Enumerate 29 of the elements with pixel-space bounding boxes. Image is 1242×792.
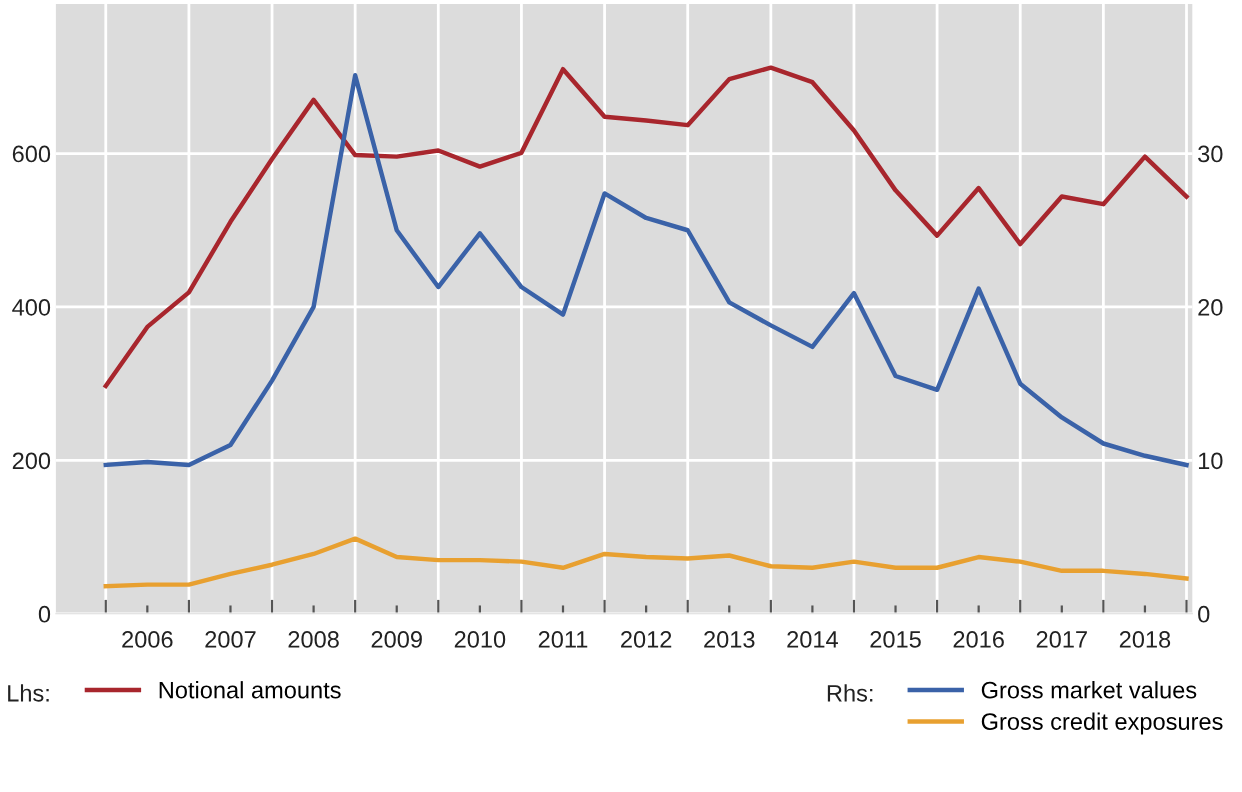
y-tick-label: 400 bbox=[12, 299, 51, 316]
y-tick-label: 600 bbox=[12, 145, 51, 163]
line-series bbox=[103, 536, 1189, 589]
text: Lhs: bbox=[8, 684, 49, 702]
y2-tick-label: 10 bbox=[1198, 452, 1223, 470]
x-tick-label: 2018 bbox=[1119, 631, 1171, 648]
y2-tick-label: 20 bbox=[1198, 299, 1223, 316]
x-tick-label: 2016 bbox=[953, 631, 1004, 648]
x-tick-label: 2006 bbox=[122, 631, 173, 648]
x-tick-label: 2013 bbox=[704, 631, 755, 648]
text: Rhs: bbox=[827, 684, 873, 702]
x-tick-label: 2014 bbox=[787, 631, 838, 648]
y2-tick-label: 30 bbox=[1198, 145, 1223, 163]
x-tick-label: 2008 bbox=[288, 631, 339, 648]
x-tick-label: 2012 bbox=[621, 631, 672, 648]
x-tick-label: 2015 bbox=[870, 631, 921, 648]
y2-tick-label: 0 bbox=[1198, 605, 1210, 623]
legend-label: Gross credit exposures bbox=[981, 712, 1223, 735]
x-tick-label: 2009 bbox=[371, 631, 422, 648]
y-tick-label: 0 bbox=[38, 605, 51, 623]
line-series bbox=[103, 65, 1189, 389]
x-tick-label: 2010 bbox=[454, 631, 506, 648]
legend-label: Gross market values bbox=[981, 681, 1197, 699]
y-tick-label: 200 bbox=[12, 452, 51, 470]
x-tick-label: 2007 bbox=[205, 631, 256, 648]
line-series bbox=[103, 73, 1189, 468]
legend-label: Notional amounts bbox=[159, 681, 341, 699]
x-tick-label: 2017 bbox=[1036, 631, 1087, 648]
x-tick-label: 2011 bbox=[538, 631, 588, 648]
